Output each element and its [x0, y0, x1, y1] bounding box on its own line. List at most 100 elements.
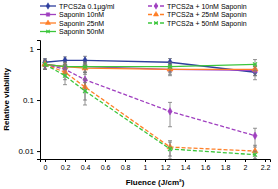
legend-label: TPCS2a + 25nM Saponin	[167, 11, 247, 19]
error-bar	[83, 62, 87, 72]
error-bar	[63, 69, 67, 84]
x-tick-mark	[225, 159, 226, 162]
y-axis-title: Relative viability	[2, 68, 11, 131]
legend-label: TPCS2a 0.1µg/ml	[59, 3, 115, 11]
error-bar	[83, 83, 87, 105]
legend-label: Saponin 10nM	[59, 11, 104, 19]
y-tick-mark	[37, 49, 40, 50]
y-tick-label: 1	[30, 45, 35, 54]
x-tick: 1.6	[201, 159, 211, 171]
data-point	[83, 89, 87, 93]
plot: 0 0.2 0.4 0.6 0.8 1 1.2 1.4 1.6 1.8 2 2.2 0.01 0.1 1	[18, 41, 270, 171]
x-tick: 1.8	[221, 159, 231, 171]
legend-label: Saponin 50nM	[59, 28, 104, 36]
series-line	[45, 64, 255, 69]
chart: 0 0.2 0.4 0.6 0.8 1 1.2 1.4 1.6 1.8 2 2.2 0.01 0.1 1 Fl…	[0, 0, 278, 189]
legend-item: Saponin 50nM	[40, 28, 104, 36]
x-tick-mark	[185, 159, 186, 162]
x-tick: 0.8	[121, 159, 131, 171]
data-point	[168, 65, 172, 69]
x-tick: 1.2	[161, 159, 171, 171]
legend-label: TPCS2a + 10nM Saponin	[167, 3, 247, 11]
y-tick: 0.01	[18, 147, 40, 156]
x-tick: 2.2	[261, 159, 271, 171]
legend-item: Saponin 10nM	[40, 11, 104, 19]
x-tick-label: 0.4	[81, 164, 91, 171]
data-point	[63, 74, 67, 78]
x-tick-mark	[165, 159, 166, 162]
x-tick: 1.4	[181, 159, 191, 171]
series-layer	[42, 56, 258, 159]
legend-label: TPCS2a + 50nM Saponin	[167, 20, 247, 28]
legend-marker	[45, 20, 50, 25]
x-tick-label: 1.6	[201, 164, 211, 171]
x-tick-label: 1.8	[221, 164, 231, 171]
x-tick: 1	[144, 159, 148, 171]
x-tick-mark	[265, 159, 266, 162]
legend-marker	[46, 13, 49, 16]
y-tick-label: 0.1	[23, 96, 35, 105]
series-line	[45, 64, 255, 70]
x-tick: 0	[44, 159, 48, 171]
legend-marker	[46, 30, 49, 33]
y-tick: 0.1	[23, 96, 40, 105]
data-point	[43, 62, 47, 66]
legend-item: TPCS2a + 10nM Saponin	[148, 3, 247, 11]
x-tick-mark	[105, 159, 106, 162]
x-tick-mark	[65, 159, 66, 162]
error-bar	[43, 60, 47, 69]
x-tick-label: 2	[244, 164, 248, 171]
x-axis-line	[41, 160, 271, 163]
x-axis: 0 0.2 0.4 0.6 0.8 1 1.2 1.4 1.6 1.8 2 2.2	[41, 159, 271, 171]
x-tick-label: 0.6	[101, 164, 111, 171]
error-bar	[168, 102, 172, 126]
series-line	[45, 64, 255, 151]
y-axis-line	[37, 41, 41, 160]
data-point	[83, 65, 87, 69]
x-tick-mark	[85, 159, 86, 162]
x-tick-label: 1.4	[181, 164, 191, 171]
legend-marker	[153, 11, 158, 16]
x-tick-label: 0.2	[61, 164, 71, 171]
y-tick-mark	[37, 151, 40, 152]
x-tick: 2	[244, 159, 248, 171]
x-tick-label: 0.8	[121, 164, 131, 171]
series-line	[45, 64, 255, 135]
data-point	[253, 62, 257, 66]
x-tick: 0.2	[61, 159, 71, 171]
data-point	[168, 147, 172, 151]
error-bar	[168, 142, 172, 159]
data-point	[253, 153, 257, 157]
series-line	[45, 64, 255, 66]
legend-label: Saponin 25nM	[59, 20, 104, 28]
legend: TPCS2a 0.1µg/mlSaponin 10nMSaponin 25nMS…	[40, 3, 247, 37]
x-tick-mark	[145, 159, 146, 162]
legend-marker	[154, 3, 158, 9]
x-tick: 0.6	[101, 159, 111, 171]
x-tick-mark	[205, 159, 206, 162]
x-tick-mark	[45, 159, 46, 162]
y-tick-label: 0.01	[18, 147, 34, 156]
y-tick: 1	[30, 45, 40, 54]
x-tick: 0.4	[81, 159, 91, 171]
error-bar	[253, 60, 257, 71]
y-axis: 0.01 0.1 1	[18, 41, 40, 160]
series-line	[45, 60, 255, 72]
legend-marker	[46, 3, 50, 9]
error-bar	[168, 62, 172, 72]
legend-item: TPCS2a + 25nM Saponin	[148, 11, 247, 19]
x-tick-label: 1	[144, 164, 148, 171]
legend-marker	[154, 21, 157, 24]
legend-item: TPCS2a 0.1µg/ml	[40, 3, 115, 11]
x-tick-label: 0	[44, 164, 48, 171]
y-tick-mark	[37, 100, 40, 101]
x-tick-mark	[125, 159, 126, 162]
data-point	[253, 132, 257, 139]
x-tick-label: 2.2	[261, 164, 271, 171]
legend-item: Saponin 25nM	[40, 20, 104, 28]
x-tick-label: 1.2	[161, 164, 171, 171]
error-bar	[253, 151, 257, 159]
error-bar	[253, 128, 257, 147]
x-axis-title: Fluence (J/cm²)	[126, 178, 185, 187]
series-line	[45, 64, 255, 154]
